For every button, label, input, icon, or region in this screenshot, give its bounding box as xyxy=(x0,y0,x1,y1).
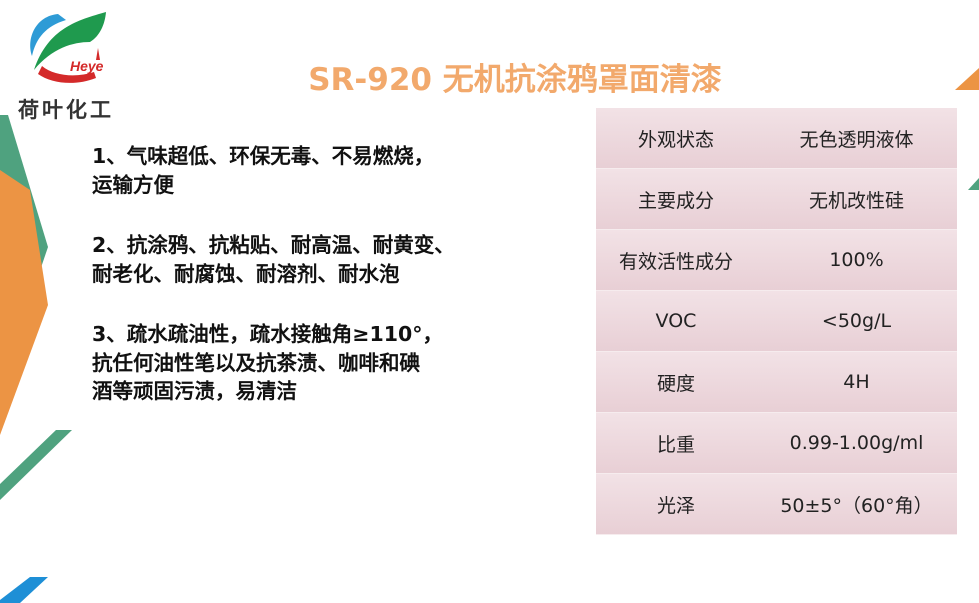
feature-item: 3、疏水疏油性，疏水接触角≥110°， 抗任何油性笔以及抗茶渍、咖啡和碘 酒等顽… xyxy=(92,322,443,403)
spec-value: 4H xyxy=(843,371,870,393)
spec-row: VOC <50g/L xyxy=(596,291,957,352)
feature-list: 1、气味超低、环保无毒、不易燃烧， 运输方便 2、抗涂鸦、抗粘贴、耐高温、耐黄变… xyxy=(92,142,552,438)
spec-row: 硬度 4H xyxy=(596,352,957,413)
spec-label: 硬度 xyxy=(656,372,695,395)
green-corner-triangle xyxy=(968,178,979,190)
orange-corner-triangle xyxy=(955,68,979,90)
spec-label: 有效活性成分 xyxy=(618,250,733,273)
spec-value: <50g/L xyxy=(821,310,892,332)
feature-item: 2、抗涂鸦、抗粘贴、耐高温、耐黄变、 耐老化、耐腐蚀、耐溶剂、耐水泡 xyxy=(92,233,455,286)
feature-item: 1、气味超低、环保无毒、不易燃烧， 运输方便 xyxy=(92,144,435,197)
blue-stripe xyxy=(0,577,48,603)
spec-value: 无色透明液体 xyxy=(799,128,914,151)
green-stripe xyxy=(0,430,72,500)
orange-chevron xyxy=(0,170,48,435)
logo-latin-text: Heye xyxy=(70,58,104,74)
spec-row: 光泽 50±5°（60°角） xyxy=(596,474,957,535)
spec-value: 50±5°（60°角） xyxy=(780,494,933,517)
spec-row: 比重 0.99-1.00g/ml xyxy=(596,413,957,474)
spec-label: 光泽 xyxy=(656,494,695,517)
heye-logo-icon xyxy=(30,12,106,83)
spec-label: 比重 xyxy=(656,433,695,456)
logo-brand-name: 荷叶化工 xyxy=(18,97,114,122)
spec-label: 主要成分 xyxy=(637,189,714,212)
spec-value: 无机改性硅 xyxy=(808,189,904,212)
spec-label: VOC xyxy=(655,310,697,332)
spec-value: 0.99-1.00g/ml xyxy=(789,432,924,454)
spec-table: 外观状态 无色透明液体 主要成分 无机改性硅 有效活性成分 100% VOC <50g/… xyxy=(596,108,957,535)
spec-row: 外观状态 无色透明液体 xyxy=(596,108,957,169)
spec-row: 主要成分 无机改性硅 xyxy=(596,169,957,230)
spec-row: 有效活性成分 100% xyxy=(596,230,957,291)
slide-title: SR-920 无机抗涂鸦罩面清漆 xyxy=(308,62,722,98)
spec-label: 外观状态 xyxy=(637,128,714,151)
spec-value: 100% xyxy=(829,249,884,271)
